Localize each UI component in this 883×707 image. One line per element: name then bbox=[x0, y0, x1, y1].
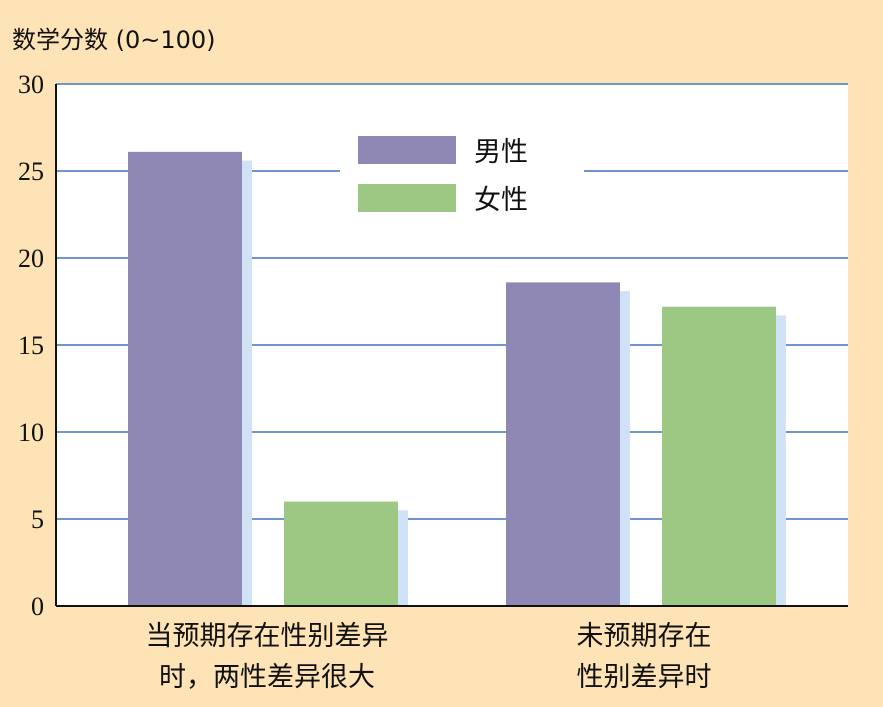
y-tick-label: 10 bbox=[18, 418, 44, 447]
bar bbox=[662, 306, 776, 606]
x-category-label: 当预期存在性别差异 bbox=[146, 621, 389, 652]
bars bbox=[128, 151, 786, 607]
x-category-label: 性别差异时 bbox=[577, 662, 712, 693]
x-category-label: 未预期存在 bbox=[577, 621, 712, 652]
axes bbox=[55, 84, 848, 607]
y-tick-label: 0 bbox=[31, 592, 44, 621]
x-category-label: 时，两性差异很大 bbox=[159, 662, 375, 693]
legend-label: 男性 bbox=[474, 137, 528, 168]
y-tick-label: 25 bbox=[18, 157, 44, 186]
bar bbox=[128, 151, 242, 607]
bar bbox=[284, 501, 398, 606]
y-tick-label: 30 bbox=[18, 70, 44, 99]
y-axis-ticks: 0 5 10 15 20 25 30 bbox=[18, 70, 44, 621]
y-axis-label: 数学分数 (0~100) bbox=[12, 26, 216, 54]
bar bbox=[506, 282, 620, 606]
legend-swatch bbox=[358, 136, 456, 164]
legend-swatch bbox=[358, 184, 456, 212]
legend-label: 女性 bbox=[474, 185, 528, 216]
y-tick-label: 20 bbox=[18, 244, 44, 273]
y-tick-label: 15 bbox=[18, 331, 44, 360]
y-tick-label: 5 bbox=[31, 505, 44, 534]
